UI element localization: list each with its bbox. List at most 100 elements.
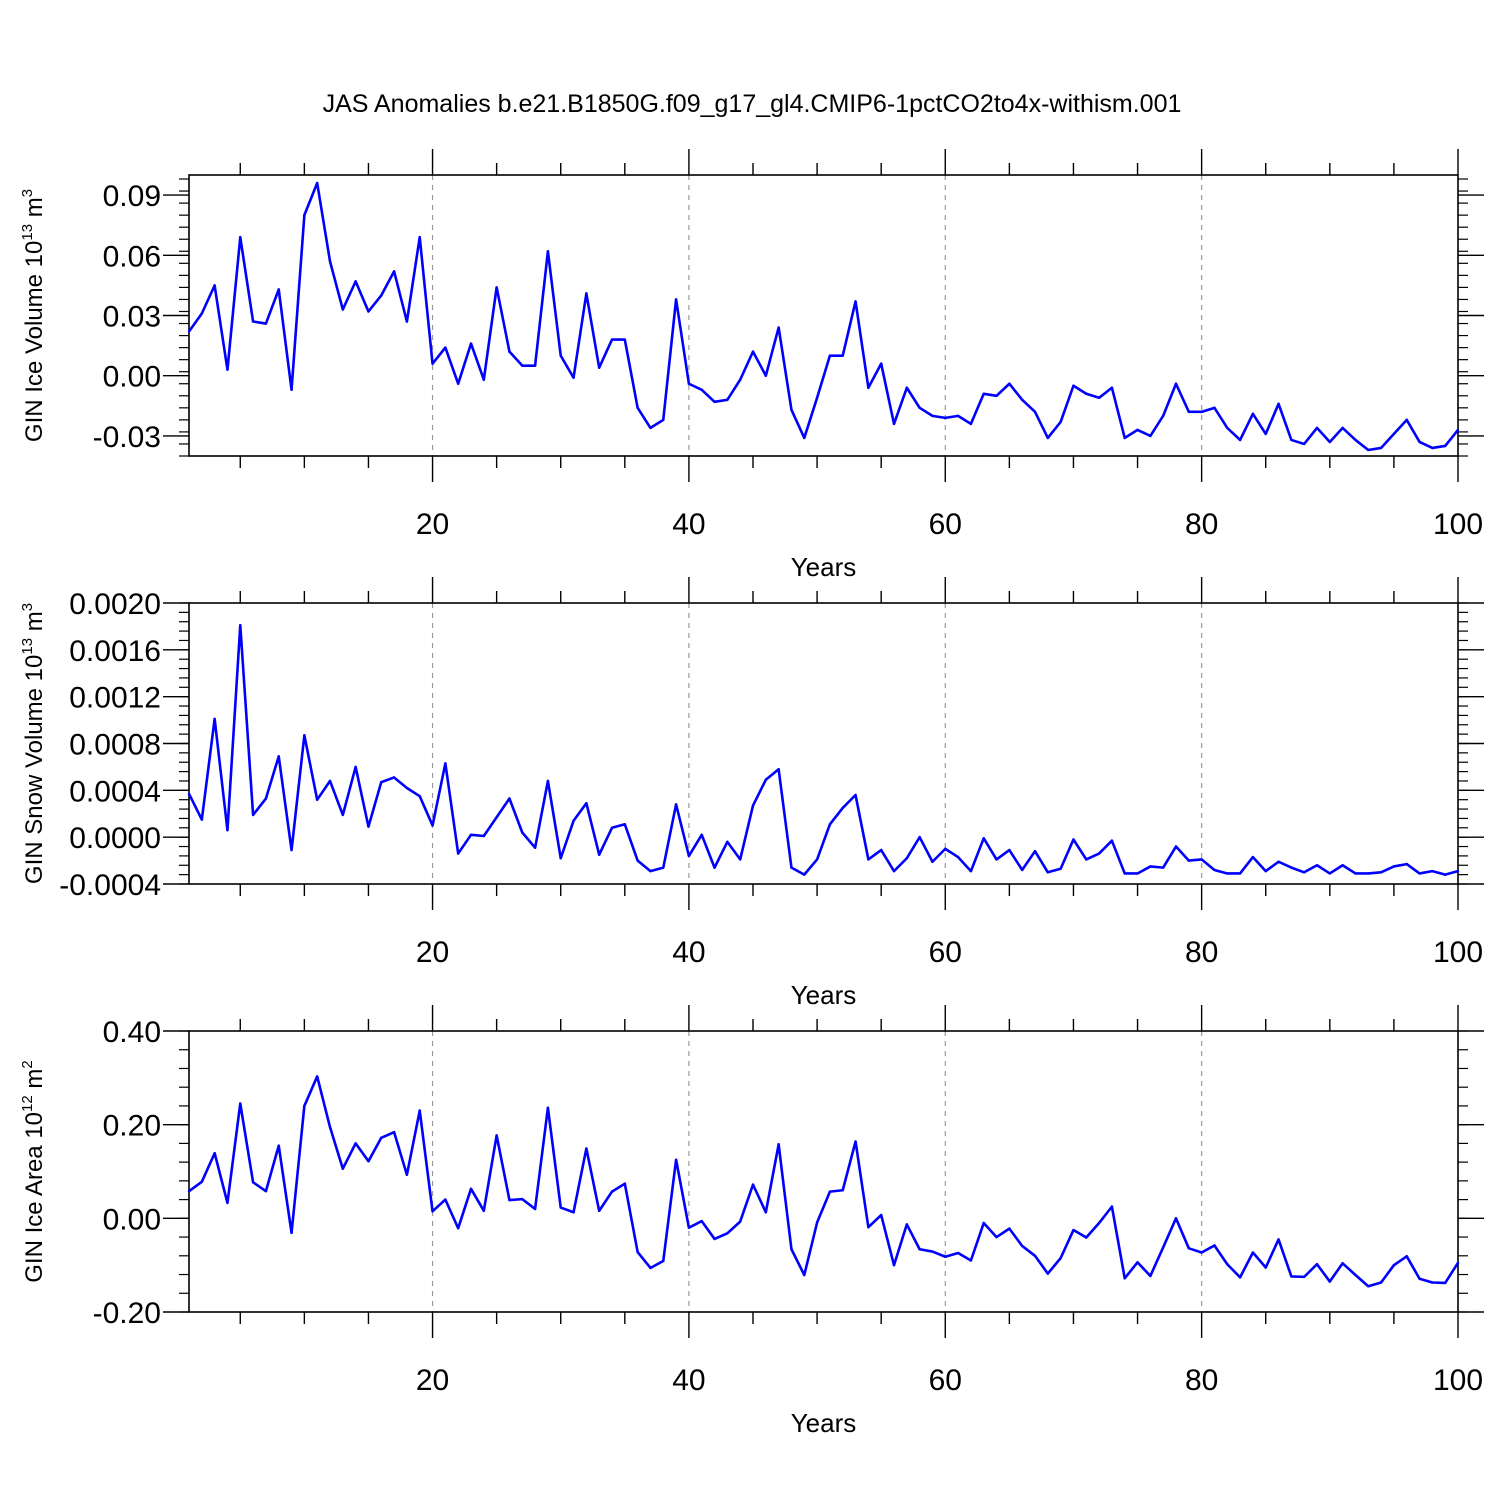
- data-point: [931, 1250, 934, 1253]
- data-point: [1238, 1276, 1242, 1279]
- data-point: [1405, 862, 1408, 866]
- data-point: [1110, 386, 1114, 389]
- data-point: [738, 858, 742, 861]
- data-point: [790, 1248, 793, 1251]
- data-point: [1290, 866, 1293, 869]
- data-point: [380, 780, 383, 784]
- data-point: [1456, 1261, 1460, 1265]
- data-point: [1328, 872, 1332, 875]
- data-point: [482, 378, 486, 381]
- data-point: [1277, 1238, 1280, 1241]
- data-point: [546, 779, 550, 783]
- data-point: [918, 406, 921, 410]
- data-point: [392, 270, 396, 273]
- data-point: [777, 768, 780, 771]
- data-point: [1059, 420, 1062, 424]
- data-point: [328, 779, 332, 783]
- x-tick-label: 80: [1185, 1364, 1218, 1397]
- data-point: [1213, 1244, 1216, 1247]
- data-point: [956, 855, 960, 859]
- data-point: [777, 326, 780, 329]
- data-point: [1328, 1280, 1332, 1283]
- data-point: [610, 826, 614, 829]
- data-point: [803, 873, 806, 876]
- data-point: [713, 1237, 716, 1241]
- y-tick-label: -0.20: [93, 1297, 161, 1330]
- data-point: [777, 1143, 780, 1146]
- data-point: [1277, 860, 1280, 863]
- data-point: [841, 1189, 844, 1192]
- y-tick-label: 0.0000: [69, 822, 161, 855]
- data-point: [944, 416, 947, 420]
- data-point: [662, 418, 665, 422]
- data-point: [1251, 855, 1255, 859]
- data-point: [264, 797, 268, 800]
- data-point: [469, 833, 473, 837]
- data-point: [1238, 438, 1242, 442]
- data-point: [405, 1173, 409, 1176]
- y-tick-label: -0.03: [93, 421, 161, 454]
- data-point: [1302, 1275, 1306, 1279]
- data-point: [1379, 1281, 1383, 1284]
- data-point: [277, 1144, 280, 1147]
- data-point: [918, 1248, 921, 1251]
- data-point: [431, 1210, 434, 1213]
- data-point: [867, 1226, 870, 1229]
- data-point: [1174, 382, 1178, 385]
- data-point: [1123, 872, 1126, 875]
- data-point: [597, 853, 601, 856]
- data-point: [803, 1273, 806, 1277]
- series-line: [188, 1075, 1460, 1288]
- data-point: [815, 858, 819, 861]
- data-point: [969, 869, 973, 873]
- data-point: [790, 866, 793, 869]
- data-point: [367, 310, 370, 313]
- data-point: [995, 1235, 998, 1239]
- data-point: [1264, 1266, 1267, 1269]
- x-tick-label: 80: [1185, 936, 1218, 969]
- data-point: [1264, 432, 1267, 436]
- data-point: [1097, 396, 1101, 399]
- data-point: [623, 338, 627, 341]
- data-point: [469, 342, 473, 345]
- data-point: [854, 793, 857, 797]
- data-point: [303, 734, 306, 737]
- data-point: [1354, 438, 1357, 442]
- data-point: [469, 1187, 473, 1191]
- data-point: [1085, 1236, 1088, 1239]
- data-point: [508, 1198, 511, 1202]
- data-point: [738, 378, 742, 381]
- data-point: [649, 869, 652, 873]
- x-axis-label: Years: [791, 1408, 857, 1438]
- data-point: [1149, 865, 1152, 868]
- data-point: [1059, 1256, 1062, 1260]
- panel-2: -0.0004 0.0000 0.0004 0.0008 0.0012 0.0016 0.0…: [19, 577, 1484, 1010]
- y-tick-label: 0.40: [103, 1016, 161, 1049]
- data-point: [1200, 858, 1203, 861]
- y-axis-label-exponent: 13: [19, 638, 36, 655]
- data-point: [969, 422, 973, 426]
- data-point: [1123, 436, 1126, 440]
- data-point: [1110, 1205, 1114, 1208]
- data-point: [187, 792, 191, 796]
- data-point: [879, 848, 883, 852]
- data-point: [1149, 1274, 1152, 1278]
- data-point: [187, 1189, 191, 1193]
- data-point: [649, 426, 652, 430]
- data-point: [251, 1181, 255, 1184]
- data-point: [1341, 864, 1344, 867]
- data-point: [1174, 1217, 1178, 1220]
- x-tick-label: 40: [672, 936, 705, 969]
- data-point: [1418, 440, 1421, 444]
- data-point: [1328, 440, 1332, 444]
- data-point: [1187, 859, 1191, 862]
- data-point: [764, 778, 768, 781]
- y-tick-label: 0.0012: [69, 682, 161, 715]
- data-point: [380, 1136, 383, 1139]
- data-point: [1174, 845, 1178, 848]
- y-tick-label: 0.00: [103, 361, 161, 394]
- data-point: [828, 1190, 832, 1193]
- y-tick-label: 0.0020: [69, 588, 161, 621]
- y-tick-label: 0.0016: [69, 635, 161, 668]
